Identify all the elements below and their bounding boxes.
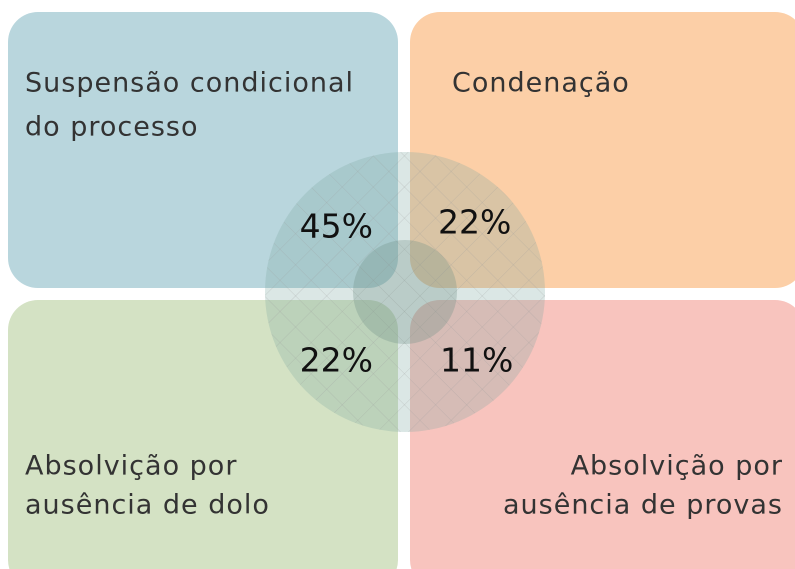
label: Condenação — [452, 68, 630, 99]
percent: 22% — [300, 341, 373, 380]
label: Suspensão condicional — [25, 68, 354, 99]
label: ausência de dolo — [25, 490, 270, 521]
percent: 45% — [300, 207, 373, 246]
label: do processo — [25, 112, 199, 143]
label: Absolvição por — [571, 451, 783, 482]
center-hatch — [265, 152, 545, 432]
label: ausência de provas — [503, 490, 783, 521]
percent: 11% — [440, 341, 513, 380]
label: Absolvição por — [25, 451, 237, 482]
percent: 22% — [438, 203, 511, 242]
inner-circle — [353, 240, 457, 344]
